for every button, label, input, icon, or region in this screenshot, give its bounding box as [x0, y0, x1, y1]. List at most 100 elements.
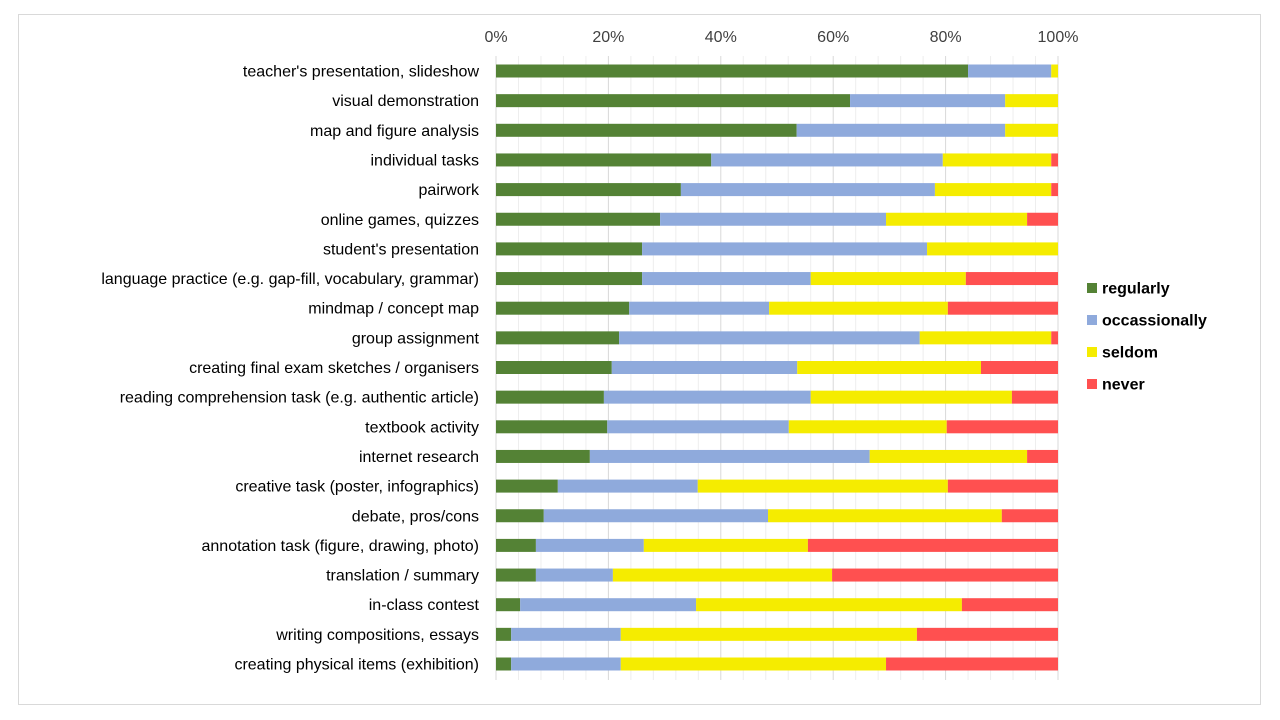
bar-segment-never [1027, 212, 1058, 226]
bar-segment-seldom [1051, 64, 1058, 78]
category-label: teacher's presentation, slideshow [243, 64, 480, 81]
bar-segment-never [981, 361, 1058, 374]
legend-label-regularly: regularly [1102, 281, 1170, 298]
category-label: annotation task (figure, drawing, photo) [202, 538, 480, 555]
category-label: creating final exam sketches / organiser… [189, 360, 479, 377]
bar-segment-seldom [769, 301, 948, 315]
category-label: creative task (poster, infographics) [235, 479, 479, 496]
bar-segment-regularly [496, 538, 536, 552]
bar-segment-seldom [1005, 123, 1058, 137]
bar-segment-regularly [496, 598, 521, 612]
bar-segment-never [1051, 331, 1058, 345]
bar-segment-regularly [496, 420, 608, 434]
bar-segment-occassionally [557, 479, 698, 493]
bar-segment-never [961, 598, 1058, 612]
category-label: debate, pros/cons [352, 508, 479, 525]
bar-segment-never [1001, 509, 1058, 523]
bar-segment-never [1051, 153, 1058, 167]
legend-label-seldom: seldom [1102, 345, 1158, 362]
category-label: reading comprehension task (e.g. authent… [120, 390, 479, 407]
category-label: writing compositions, essays [275, 627, 479, 644]
bar-segment-occassionally [711, 153, 943, 167]
bar-segment-regularly [496, 212, 661, 226]
bar-segment-never [947, 479, 1058, 493]
bar-segment-regularly [496, 627, 512, 641]
category-label: online games, quizzes [321, 212, 479, 229]
bar-segment-occassionally [607, 420, 789, 434]
legend-label-occassionally: occassionally [1102, 313, 1207, 330]
bar-segment-occassionally [535, 568, 613, 582]
bar-segment-regularly [496, 242, 643, 256]
bar-segment-never [946, 420, 1058, 434]
x-tick-label: 20% [592, 29, 624, 46]
bar-segment-regularly [496, 301, 630, 315]
bar-segment-occassionally [850, 94, 1006, 108]
bar-segment-seldom [797, 361, 982, 374]
bar-segment-seldom [696, 598, 962, 612]
legend-swatch-occassionally [1087, 315, 1097, 325]
bar-segment-never [832, 568, 1058, 582]
bar-segment-occassionally [511, 657, 621, 671]
chart-frame [18, 14, 1261, 705]
bar-segment-regularly [496, 331, 620, 345]
bar-segment-never [1011, 390, 1058, 404]
bar-segment-occassionally [520, 598, 697, 612]
bar-segment-regularly [496, 509, 544, 523]
category-label: translation / summary [326, 568, 479, 585]
bar-segment-seldom [620, 627, 917, 641]
bar-segment-occassionally [543, 509, 769, 523]
bar-segment-regularly [496, 361, 612, 374]
bar-segment-seldom [612, 568, 833, 582]
bar-segment-seldom [697, 479, 948, 493]
category-label: mindmap / concept map [308, 301, 479, 318]
bar-segment-regularly [496, 479, 558, 493]
bar-segment-occassionally [642, 272, 811, 286]
bar-segment-occassionally [968, 64, 1052, 78]
bar-segment-seldom [942, 153, 1052, 167]
bar-segment-occassionally [796, 123, 1006, 137]
bar-segment-occassionally [660, 212, 887, 226]
bar-segment-occassionally [619, 331, 920, 345]
legend-label-never: never [1102, 377, 1145, 394]
bar-segment-seldom [927, 242, 1058, 256]
category-label: language practice (e.g. gap-fill, vocabu… [101, 271, 479, 288]
x-tick-label: 80% [930, 29, 962, 46]
bar-segment-regularly [496, 123, 797, 137]
bar-segment-occassionally [603, 390, 811, 404]
category-label: in-class contest [369, 597, 480, 614]
legend-swatch-seldom [1087, 347, 1097, 357]
bar-segment-never [886, 657, 1058, 671]
bar-segment-never [1027, 449, 1058, 463]
category-label: creating physical items (exhibition) [234, 657, 479, 674]
bar-segment-regularly [496, 449, 590, 463]
bar-segment-seldom [643, 538, 808, 552]
bar-segment-seldom [934, 183, 1052, 197]
bar-segment-regularly [496, 272, 643, 286]
category-label: visual demonstration [332, 93, 479, 110]
legend-swatch-regularly [1087, 283, 1097, 293]
bar-segment-never [916, 627, 1058, 641]
category-label: student's presentation [323, 241, 479, 258]
category-label: individual tasks [371, 152, 480, 169]
legend-swatch-never [1087, 379, 1097, 389]
bar-segment-regularly [496, 657, 512, 671]
bar-segment-seldom [869, 449, 1028, 463]
bar-segment-occassionally [589, 449, 870, 463]
category-label: map and figure analysis [310, 123, 479, 140]
bar-segment-regularly [496, 153, 712, 167]
category-label: pairwork [419, 182, 480, 199]
bar-segment-occassionally [642, 242, 928, 256]
bar-segment-regularly [496, 94, 851, 108]
bar-segment-occassionally [535, 538, 644, 552]
bar-segment-seldom [886, 212, 1028, 226]
x-tick-label: 60% [817, 29, 849, 46]
category-label: group assignment [352, 330, 480, 347]
bar-segment-seldom [810, 272, 966, 286]
bar-segment-regularly [496, 390, 604, 404]
bar-segment-regularly [496, 183, 681, 197]
bar-segment-seldom [620, 657, 887, 671]
bar-segment-regularly [496, 64, 969, 78]
bar-segment-never [1051, 183, 1058, 197]
bar-segment-seldom [788, 420, 947, 434]
